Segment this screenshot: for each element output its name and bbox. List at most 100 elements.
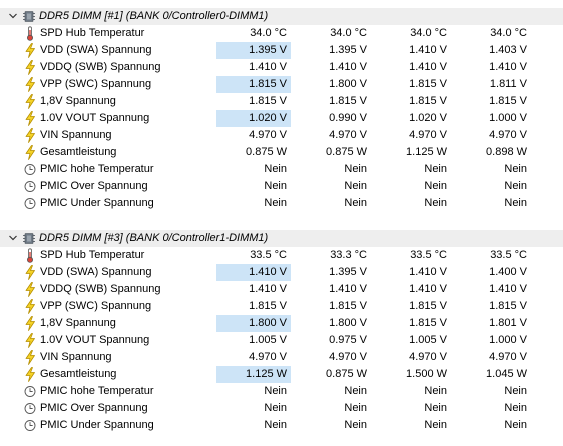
sensor-row[interactable]: VDDQ (SWB) Spannung 1.410 V 1.410 V 1.410 V… [0,59,563,76]
memory-chip-icon [23,232,35,245]
sensor-row[interactable]: PMIC Over Spannung Nein Nein Nein Nein [0,178,563,195]
current-value-cell: 1.410 V [249,61,287,73]
max-value-cell: 1.500 W [406,368,447,380]
max-value-cell: 1.815 V [409,78,447,90]
current-value-cell: 34.0 °C [250,27,287,39]
average-value-cell: 4.970 V [489,129,527,141]
sensor-label: VPP (SWC) Spannung [40,78,152,90]
chevron-down-icon[interactable] [8,11,18,21]
sensor-label: Gesamtleistung [40,146,117,158]
average-value-cell: 1.410 V [489,61,527,73]
sensor-row[interactable]: PMIC hohe Temperatur Nein Nein Nein Nein [0,383,563,400]
max-value-cell: 1.815 V [409,95,447,107]
min-value-cell: 1.410 V [329,61,367,73]
sensor-label: VDD (SWA) Spannung [40,266,152,278]
average-value-cell: 1.403 V [489,44,527,56]
current-value-cell: Nein [264,402,287,414]
lightning-icon [24,128,36,143]
sensor-label: VPP (SWC) Spannung [40,300,152,312]
sensor-label: VIN Spannung [40,351,112,363]
lightning-icon [24,265,36,280]
sensor-label: VDD (SWA) Spannung [40,44,152,56]
min-value-cell: 0.990 V [329,112,367,124]
sensor-row[interactable]: PMIC Under Spannung Nein Nein Nein Nein [0,417,563,434]
sensor-row[interactable]: 1,8V Spannung 1.815 V 1.815 V 1.815 V 1.815 … [0,93,563,110]
lightning-icon [24,111,36,126]
average-value-cell: 1.801 V [489,317,527,329]
current-value-cell: 1.005 V [249,334,287,346]
sensor-label: SPD Hub Temperatur [40,27,145,39]
device-group-header[interactable]: DDR5 DIMM [#3] (BANK 0/Controller1-DIMM1… [0,230,563,247]
current-value-cell: 1.410 V [249,283,287,295]
current-value-cell: Nein [264,419,287,431]
min-value-cell: 1.800 V [329,317,367,329]
min-value-cell: 1.395 V [329,44,367,56]
device-group-title: DDR5 DIMM [#3] (BANK 0/Controller1-DIMM1… [39,232,269,244]
sensor-label: Gesamtleistung [40,368,117,380]
sensor-row[interactable]: 1,8V Spannung 1.800 V 1.800 V 1.815 V 1.801 … [0,315,563,332]
sensor-label: PMIC Under Spannung [40,419,154,431]
min-value-cell: Nein [344,197,367,209]
sensor-row[interactable]: SPD Hub Temperatur 33.5 °C 33.3 °C 33.5 °C 3… [0,247,563,264]
current-value-cell: Nein [264,180,287,192]
average-value-cell: 1.811 V [489,78,527,90]
current-value-cell: 1.395 V [216,42,291,59]
sensor-row[interactable]: 1.0V VOUT Spannung 1.005 V 0.975 V 1.005 V 1… [0,332,563,349]
max-value-cell: 1.005 V [409,334,447,346]
max-value-cell: 1.125 W [406,146,447,158]
sensor-row[interactable]: VPP (SWC) Spannung 1.815 V 1.800 V 1.815 V 1… [0,76,563,93]
lightning-icon [24,299,36,314]
current-value-cell: 1.815 V [249,300,287,312]
clock-icon [24,179,36,194]
average-value-cell: Nein [504,163,527,175]
average-value-cell: 0.898 W [486,146,527,158]
sensor-row[interactable]: Gesamtleistung 0.875 W 0.875 W 1.125 W 0.898… [0,144,563,161]
average-value-cell: Nein [504,419,527,431]
lightning-icon [24,145,36,160]
sensor-row[interactable]: VDDQ (SWB) Spannung 1.410 V 1.410 V 1.410 V… [0,281,563,298]
min-value-cell: Nein [344,180,367,192]
min-value-cell: 34.0 °C [330,27,367,39]
sensor-row[interactable]: PMIC hohe Temperatur Nein Nein Nein Nein [0,161,563,178]
max-value-cell: 4.970 V [409,351,447,363]
average-value-cell: 1.400 V [489,266,527,278]
max-value-cell: Nein [424,163,447,175]
sensor-label: VIN Spannung [40,129,112,141]
current-value-cell: 0.875 W [246,146,287,158]
clock-icon [24,196,36,211]
sensor-label: 1.0V VOUT Spannung [40,334,150,346]
sensor-row[interactable]: VIN Spannung 4.970 V 4.970 V 4.970 V 4.970 V [0,127,563,144]
device-group-header[interactable]: DDR5 DIMM [#1] (BANK 0/Controller0-DIMM1… [0,8,563,25]
lightning-icon [24,316,36,331]
min-value-cell: Nein [344,419,367,431]
min-value-cell: 1.395 V [329,266,367,278]
chevron-down-icon[interactable] [8,233,18,243]
average-value-cell: 1.815 V [489,95,527,107]
clock-icon [24,162,36,177]
current-value-cell: 1.800 V [216,315,291,332]
min-value-cell: 0.875 W [326,368,367,380]
sensor-row[interactable]: 1.0V VOUT Spannung 1.020 V 0.990 V 1.020 V 1… [0,110,563,127]
min-value-cell: 1.815 V [329,95,367,107]
lightning-icon [24,43,36,58]
lightning-icon [24,350,36,365]
average-value-cell: Nein [504,197,527,209]
current-value-cell: 1.125 W [216,366,291,383]
sensor-row[interactable]: PMIC Under Spannung Nein Nein Nein Nein [0,195,563,212]
sensor-row[interactable]: PMIC Over Spannung Nein Nein Nein Nein [0,400,563,417]
sensor-row[interactable]: VDD (SWA) Spannung 1.395 V 1.395 V 1.410 V 1… [0,42,563,59]
current-value-cell: 33.5 °C [250,249,287,261]
sensor-row[interactable]: VPP (SWC) Spannung 1.815 V 1.815 V 1.815 V 1… [0,298,563,315]
lightning-icon [24,77,36,92]
max-value-cell: 4.970 V [409,129,447,141]
lightning-icon [24,60,36,75]
sensor-row[interactable]: VDD (SWA) Spannung 1.410 V 1.395 V 1.410 V 1… [0,264,563,281]
clock-icon [24,401,36,416]
sensor-row[interactable]: SPD Hub Temperatur 34.0 °C 34.0 °C 34.0 °C 3… [0,25,563,42]
current-value-cell: 1.020 V [216,110,291,127]
sensor-row[interactable]: Gesamtleistung 1.125 W 0.875 W 1.500 W 1.045… [0,366,563,383]
current-value-cell: 4.970 V [249,129,287,141]
min-value-cell: Nein [344,163,367,175]
sensor-row[interactable]: VIN Spannung 4.970 V 4.970 V 4.970 V 4.970 V [0,349,563,366]
